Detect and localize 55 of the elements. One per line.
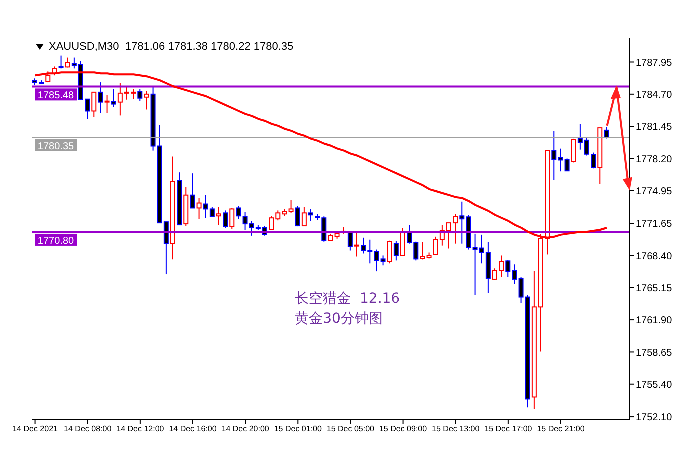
candlestick xyxy=(230,208,235,230)
candlestick xyxy=(196,198,202,220)
y-tick-label: 1765.15 xyxy=(636,283,673,294)
x-tick-label: 14 Dec 2021 xyxy=(12,424,59,434)
y-tick-label: 1774.95 xyxy=(636,186,673,198)
candlestick xyxy=(348,231,353,252)
annotation: 黄金30分钟图 xyxy=(295,310,383,328)
candlestick xyxy=(138,88,143,102)
candlestick xyxy=(380,255,386,266)
x-tick-label: 14 Dec 08:00 xyxy=(64,424,112,434)
y-tick-label: 1768.40 xyxy=(636,251,673,262)
ref-line-label: 1785.48 xyxy=(38,90,75,102)
candlestick xyxy=(216,206,222,226)
y-tick-label: 1758.65 xyxy=(636,348,673,359)
ref-line-label: 1770.80 xyxy=(38,236,75,247)
x-tick-label: 14 Dec 12:00 xyxy=(116,424,165,434)
candlestick xyxy=(302,206,307,227)
chart-title: XAUUSD,M30 1781.06 1781.38 1780.22 1780.35 xyxy=(49,41,294,53)
x-tick-label: 15 Dec 17:00 xyxy=(484,424,533,434)
ref-line-label: 1780.35 xyxy=(38,141,75,152)
candlestick xyxy=(308,208,314,222)
x-tick-label: 14 Dec 16:00 xyxy=(169,424,218,434)
candlestick xyxy=(98,82,104,114)
y-tick-label: 1787.95 xyxy=(636,58,673,69)
y-tick-label: 1784.70 xyxy=(636,90,673,101)
candlestick xyxy=(354,232,360,258)
x-tick-label: 15 Dec 01:00 xyxy=(274,424,322,434)
candlestick xyxy=(92,92,97,118)
y-tick-label: 1761.90 xyxy=(636,316,673,327)
x-tick-label: 15 Dec 05:00 xyxy=(326,424,376,434)
x-tick-label: 14 Dec 20:00 xyxy=(222,424,270,434)
candlestick xyxy=(111,88,116,108)
candlestick xyxy=(295,206,300,228)
candlestick xyxy=(288,200,294,214)
candlestick xyxy=(387,240,392,264)
x-tick-label: 15 Dec 21:00 xyxy=(537,424,586,434)
candlestick xyxy=(400,228,406,256)
candlestick xyxy=(420,242,426,260)
annotation: 长空猎金 12.16 xyxy=(295,290,400,308)
y-tick-label: 1781.45 xyxy=(636,122,673,134)
y-tick-label: 1752.10 xyxy=(636,412,673,424)
candlestick xyxy=(571,138,576,164)
x-tick-label: 15 Dec 09:00 xyxy=(379,424,428,434)
y-tick-label: 1755.40 xyxy=(636,380,673,391)
x-tick-label: 15 Dec 13:00 xyxy=(432,424,480,434)
y-tick-label: 1771.65 xyxy=(636,219,673,230)
candlestick xyxy=(58,55,64,70)
candlestick xyxy=(190,173,196,209)
candlestick xyxy=(223,210,228,229)
candlestick xyxy=(144,90,150,110)
candlestick xyxy=(564,158,570,172)
candlestick xyxy=(394,240,399,262)
y-tick-label: 1778.20 xyxy=(636,154,673,166)
candlestick xyxy=(104,94,110,114)
candlestick xyxy=(236,206,242,220)
